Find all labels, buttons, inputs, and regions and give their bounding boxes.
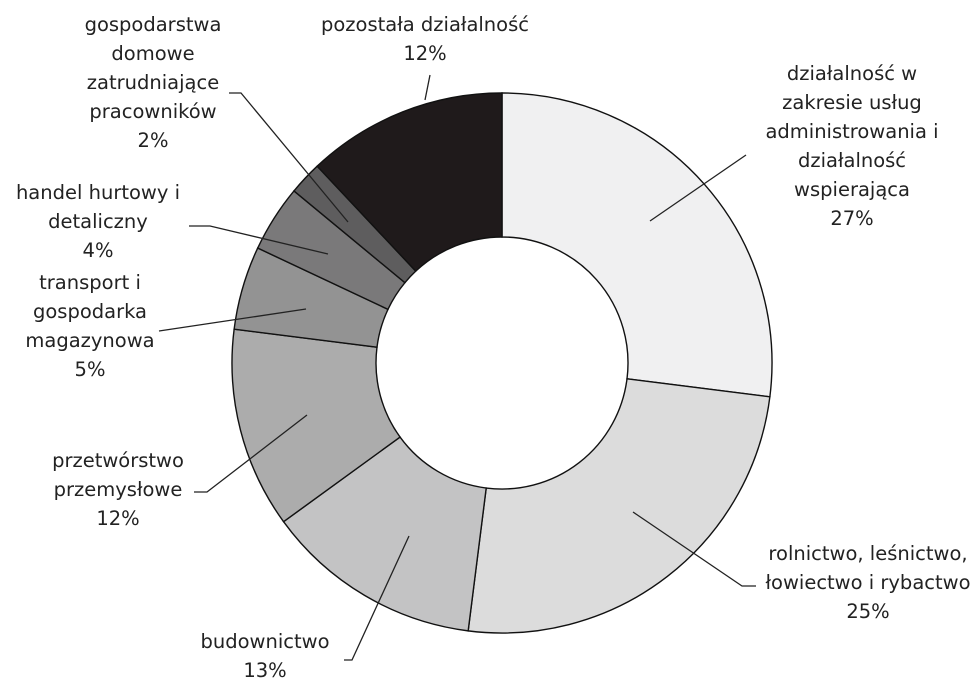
slice-label-line: gospodarka	[33, 300, 147, 323]
slice-label-7: gospodarstwa domowe zatrudniające pracownik…	[85, 13, 222, 152]
slice-label-4: przetwórstwo przemysłowe 12%	[52, 449, 184, 530]
slice-percent-label: 13%	[243, 659, 286, 682]
slice-label-line: działalność	[798, 149, 906, 172]
leader-line-7	[229, 92, 349, 223]
slice-label-line: administrowania i	[765, 120, 938, 143]
slice-label-line: działalność w	[787, 62, 917, 85]
slice-label-line: transport i	[39, 271, 141, 294]
slice-label-line: wspierająca	[794, 178, 910, 201]
slice-label-line: pozostała działalność	[321, 13, 529, 36]
slice-label-line: magazynowa	[25, 329, 154, 352]
slice-percent-label: 27%	[830, 207, 873, 230]
slice-label-5: transport i gospodarka magazynowa 5%	[25, 271, 154, 381]
slice-label-line: przemysłowe	[54, 478, 183, 501]
slice-label-6: handel hurtowy i detaliczny 4%	[16, 181, 180, 262]
slice-label-line: handel hurtowy i	[16, 181, 180, 204]
slices-group	[231, 92, 773, 634]
slice-label-2: rolnictwo, leśnictwo, łowiectwo i rybactw…	[765, 542, 970, 623]
leader-line-4	[194, 414, 308, 493]
leader-line-5	[158, 308, 307, 332]
slice-label-3: budownictwo 13%	[200, 630, 329, 682]
slice-8	[316, 92, 503, 273]
slice-label-1: działalność w zakresie usług administrowan…	[765, 62, 938, 230]
slice-label-line: pracowników	[89, 100, 216, 123]
labels-group: działalność w zakresie usług administrowan…	[16, 13, 971, 682]
slice-2	[467, 378, 771, 634]
leader-line-1	[649, 154, 747, 222]
leader-line-3	[344, 535, 410, 661]
leader-line-8	[424, 74, 431, 101]
slice-percent-label: 5%	[75, 358, 106, 381]
slice-label-line: budownictwo	[200, 630, 329, 653]
slice-percent-label: 2%	[138, 129, 169, 152]
slice-label-line: zatrudniające	[87, 71, 219, 94]
slice-label-line: gospodarstwa	[85, 13, 222, 36]
slice-percent-label: 12%	[96, 507, 139, 530]
slice-label-line: łowiectwo i rybactwo	[765, 571, 970, 594]
slice-percent-label: 25%	[846, 600, 889, 623]
leader-line-2	[632, 511, 756, 587]
leader-line-6	[189, 225, 329, 255]
slice-1	[501, 92, 773, 398]
slice-label-line: domowe	[111, 42, 194, 65]
slice-label-line: detaliczny	[48, 210, 148, 233]
slice-label-line: zakresie usług	[782, 91, 922, 114]
slice-percent-label: 12%	[403, 42, 446, 65]
slice-percent-label: 4%	[83, 239, 114, 262]
slice-label-line: rolnictwo, leśnictwo,	[768, 542, 967, 565]
slice-label-line: przetwórstwo	[52, 449, 184, 472]
slice-label-8: pozostała działalność 12%	[321, 13, 529, 65]
leader-lines-group	[158, 74, 756, 661]
